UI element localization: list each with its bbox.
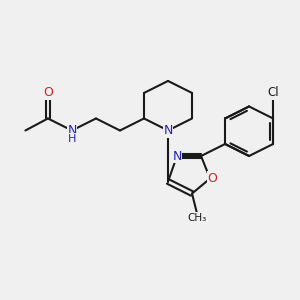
Text: O: O: [208, 172, 218, 185]
Text: N: N: [163, 124, 173, 137]
Text: O: O: [43, 86, 53, 100]
Text: H: H: [68, 134, 76, 144]
Text: N: N: [67, 124, 76, 137]
Text: CH₃: CH₃: [187, 213, 206, 223]
Text: N: N: [172, 149, 182, 163]
Text: Cl: Cl: [267, 86, 279, 100]
